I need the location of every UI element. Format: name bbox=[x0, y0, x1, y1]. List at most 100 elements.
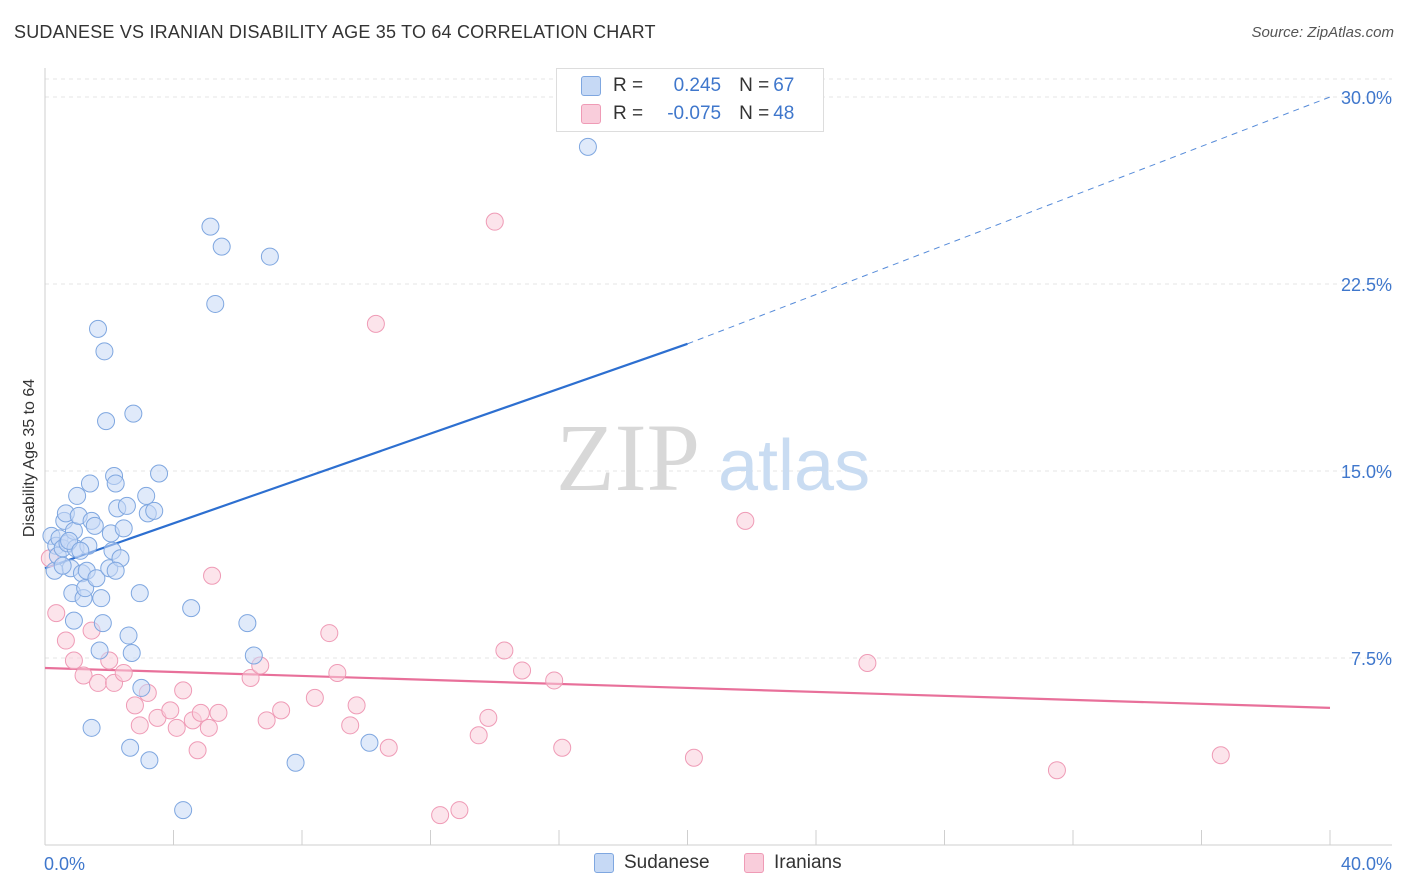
sudanese-point-65 bbox=[82, 718, 101, 737]
legend-row-sudanese: R = 0.245 N = 67 bbox=[581, 74, 794, 98]
watermark: ZIP atlas bbox=[556, 404, 870, 511]
sudanese-point-58 bbox=[260, 247, 279, 266]
iranians-point-25 bbox=[257, 711, 276, 730]
iranians-point-44 bbox=[736, 511, 755, 530]
iranians-point-19 bbox=[191, 703, 210, 722]
sudanese-point-26 bbox=[90, 641, 109, 660]
tick-labels: 7.5% 15.0% 22.5% 30.0% 0.0% 40.0% bbox=[44, 88, 1392, 874]
iranians-point-18 bbox=[188, 741, 207, 760]
sudanese-point-21 bbox=[80, 474, 99, 493]
trend-lines bbox=[44, 96, 1331, 709]
sudanese-point-63 bbox=[60, 531, 79, 550]
iranians-point-26 bbox=[272, 701, 291, 720]
source-label: Source: ZipAtlas.com bbox=[1251, 24, 1394, 41]
sudanese-point-12 bbox=[64, 611, 83, 630]
sudanese-point-61 bbox=[578, 137, 597, 156]
sudanese-point-62 bbox=[53, 556, 72, 575]
sudanese-r-label: R = bbox=[613, 75, 644, 96]
iranians-point-29 bbox=[328, 663, 347, 682]
iranians-point-16 bbox=[174, 681, 193, 700]
sudanese-point-28 bbox=[93, 614, 112, 633]
sudanese-point-30 bbox=[97, 412, 116, 431]
sudanese-point-44 bbox=[130, 584, 149, 603]
iranians-trend-line bbox=[44, 666, 1331, 709]
iranians-point-38 bbox=[485, 212, 504, 231]
sudanese-point-27 bbox=[92, 589, 111, 608]
sudanese-trend-line bbox=[44, 342, 688, 570]
iranians-swatch bbox=[581, 104, 601, 124]
iranians-point-40 bbox=[513, 661, 532, 680]
iranians-point-4 bbox=[74, 666, 93, 685]
chart-title: SUDANESE VS IRANIAN DISABILITY AGE 35 TO… bbox=[14, 22, 656, 42]
sudanese-point-25 bbox=[89, 319, 108, 338]
iranians-point-22 bbox=[209, 703, 228, 722]
iranians-point-14 bbox=[161, 701, 180, 720]
bottom-legend-iranians[interactable]: Iranians bbox=[744, 852, 842, 874]
sudanese-n-label: N = bbox=[739, 75, 770, 96]
sudanese-point-50 bbox=[150, 464, 169, 483]
iranians-point-43 bbox=[684, 748, 703, 767]
sudanese-point-49 bbox=[145, 501, 164, 520]
axes bbox=[44, 68, 1392, 846]
y-tick-label-0: 7.5% bbox=[1351, 649, 1392, 669]
iranians-point-39 bbox=[495, 641, 514, 660]
iranians-point-15 bbox=[167, 718, 186, 737]
sudanese-point-45 bbox=[132, 678, 151, 697]
iranians-point-31 bbox=[347, 696, 366, 715]
iranians-legend-label: Iranians bbox=[774, 852, 842, 873]
sudanese-point-57 bbox=[244, 646, 263, 665]
y-tick-label-3: 30.0% bbox=[1341, 88, 1392, 108]
sudanese-n-value: 67 bbox=[773, 75, 795, 96]
correlation-legend: R = 0.245 N = 67 R = -0.075 N = 48 bbox=[556, 68, 824, 132]
bottom-legend: Sudanese Iranians bbox=[0, 852, 1406, 878]
sudanese-point-53 bbox=[201, 217, 220, 236]
sudanese-points bbox=[42, 137, 597, 820]
sudanese-point-43 bbox=[124, 404, 143, 423]
iranians-point-34 bbox=[431, 806, 450, 825]
bottom-legend-sudanese[interactable]: Sudanese bbox=[594, 852, 710, 874]
sudanese-point-64 bbox=[71, 541, 90, 560]
sudanese-point-18 bbox=[76, 579, 95, 598]
sudanese-point-42 bbox=[122, 644, 141, 663]
iranians-point-20 bbox=[199, 718, 218, 737]
iranians-r-label: R = bbox=[613, 103, 644, 124]
sudanese-point-55 bbox=[212, 237, 231, 256]
iranians-point-35 bbox=[450, 801, 469, 820]
iranians-point-10 bbox=[125, 696, 144, 715]
iranians-n-label: N = bbox=[739, 103, 770, 124]
sudanese-point-46 bbox=[137, 486, 156, 505]
legend-row-iranians: R = -0.075 N = 48 bbox=[581, 102, 794, 126]
sudanese-point-24 bbox=[87, 569, 106, 588]
iranians-n-value: 48 bbox=[773, 103, 795, 124]
sudanese-point-59 bbox=[286, 753, 305, 772]
iranians-point-6 bbox=[89, 673, 108, 692]
sudanese-point-51 bbox=[174, 801, 193, 820]
iranians-point-32 bbox=[366, 314, 385, 333]
sudanese-point-41 bbox=[121, 738, 140, 757]
iranians-point-28 bbox=[320, 624, 339, 643]
sudanese-point-60 bbox=[360, 733, 379, 752]
sudanese-r-value: 0.245 bbox=[673, 75, 722, 96]
sudanese-point-54 bbox=[206, 294, 225, 313]
sudanese-point-39 bbox=[117, 496, 136, 515]
sudanese-point-14 bbox=[68, 486, 87, 505]
iranians-point-11 bbox=[130, 716, 149, 735]
sudanese-point-40 bbox=[119, 626, 138, 645]
iranians-point-30 bbox=[341, 716, 360, 735]
iranians-point-27 bbox=[305, 688, 324, 707]
grid-lines bbox=[45, 78, 1392, 659]
sudanese-point-56 bbox=[238, 614, 257, 633]
iranians-point-45 bbox=[858, 653, 877, 672]
sudanese-legend-swatch bbox=[594, 853, 614, 873]
sudanese-legend-label: Sudanese bbox=[624, 852, 710, 873]
iranians-point-1 bbox=[47, 604, 66, 623]
iranians-point-21 bbox=[203, 566, 222, 585]
iranians-point-41 bbox=[545, 671, 564, 690]
sudanese-point-23 bbox=[85, 516, 104, 535]
sudanese-point-29 bbox=[95, 342, 114, 361]
x-tick-label-max: 40.0% bbox=[1341, 854, 1392, 874]
sudanese-point-52 bbox=[182, 599, 201, 618]
sudanese-point-35 bbox=[106, 474, 125, 493]
sudanese-point-48 bbox=[140, 751, 159, 770]
